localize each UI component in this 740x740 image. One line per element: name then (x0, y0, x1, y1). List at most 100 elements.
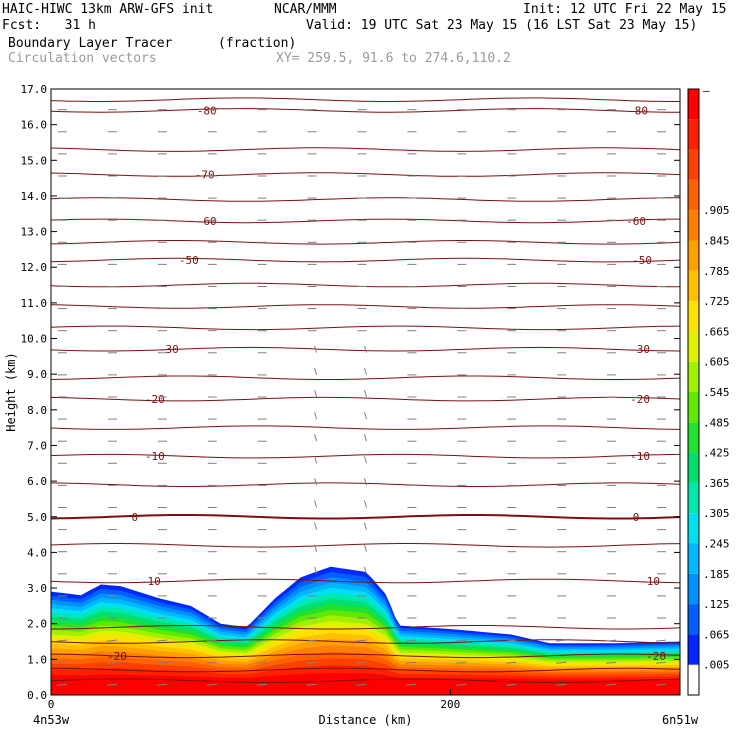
vector-arrow (556, 683, 567, 686)
y-tick-label: 3.0 (27, 582, 47, 595)
colorbar-bin (688, 179, 699, 211)
vector-arrow (306, 639, 317, 642)
isotherm-line (51, 543, 680, 548)
vector-arrow (156, 683, 167, 686)
isotherm-label: -10 (630, 450, 650, 463)
y-tick-label: 15.0 (21, 154, 48, 167)
colorbar-bin (688, 301, 699, 332)
colorbar-label: .785 (703, 265, 730, 278)
colorbar-bin (688, 664, 699, 695)
vector-arrow (655, 661, 667, 664)
y-tick-label: 8.0 (27, 404, 47, 417)
y-tick-label: 16.0 (21, 119, 48, 132)
vector-arrow (606, 639, 617, 642)
vector-arrow (456, 639, 467, 642)
vector-arrow (364, 434, 367, 442)
vector-arrow (314, 367, 318, 376)
vector-arrow (156, 639, 167, 642)
isotherm-label: -80 (197, 104, 217, 117)
vector-arrow (364, 367, 367, 376)
vector-arrow (406, 661, 417, 664)
x-start-label: 4n53w (33, 713, 70, 727)
vector-arrow (655, 683, 667, 686)
colorbar-bin (688, 149, 699, 180)
field-name: Boundary Layer Tracer (8, 36, 173, 51)
forecast-hour: Fcst: 31 h (2, 18, 96, 33)
colorbar-label: .665 (703, 325, 730, 338)
vector-arrow (506, 639, 517, 642)
vector-arrow (456, 683, 467, 686)
colorbar-label: .905 (703, 204, 730, 217)
isotherm-line (51, 425, 680, 430)
vector-arrow (314, 456, 318, 464)
vector-arrow (306, 683, 317, 686)
vector-arrow (356, 639, 367, 642)
isotherm-line (51, 653, 680, 659)
colorbar-label: .005 (703, 659, 730, 672)
vector-arrow (606, 683, 617, 686)
colorbar-bin (688, 634, 699, 665)
isotherm-label: 0 (633, 511, 640, 524)
y-tick-label: 10.0 (21, 333, 48, 346)
vector-arrow (456, 661, 467, 664)
vector-arrow (606, 661, 617, 664)
y-tick-label: 6.0 (27, 475, 47, 488)
isotherm-line (51, 396, 680, 402)
isotherm-label: -30 (630, 343, 650, 356)
vector-arrow (364, 500, 367, 508)
colorbar-bin (688, 513, 699, 544)
vector-arrow (364, 522, 367, 530)
colorbar-top-label: – (703, 84, 710, 97)
vector-arrow (406, 683, 417, 686)
vector-arrow (256, 683, 267, 686)
y-tick-label: 17.0 (21, 83, 48, 96)
colorbar-frame (687, 88, 700, 696)
vector-arrow (256, 661, 267, 664)
isotherm-line (51, 325, 680, 331)
isotherm-line (51, 240, 680, 245)
isotherm-line (51, 639, 680, 644)
vector-arrow (306, 661, 317, 664)
vector-arrow (356, 661, 367, 664)
vector-arrow (106, 683, 117, 686)
isotherm-label: -20 (145, 393, 165, 406)
vector-arrow (314, 434, 318, 442)
colorbar-bin (688, 119, 699, 150)
org-label: NCAR/MMM (274, 2, 337, 17)
vector-arrow (314, 345, 318, 353)
vector-arrow (506, 661, 517, 664)
vector-arrow (256, 639, 267, 642)
colorbar-label: .365 (703, 477, 730, 490)
vector-arrow (106, 661, 117, 664)
vector-arrow (206, 639, 217, 642)
colorbar-label: .305 (703, 507, 730, 520)
x-axis-label: Distance (km) (319, 713, 413, 727)
vector-arrow (56, 661, 68, 664)
colorbar-bin (688, 240, 699, 271)
valid-time: Valid: 19 UTC Sat 23 May 15 (16 LST Sat … (306, 18, 698, 33)
x-tick-label: 0 (48, 698, 55, 711)
isotherm-line (51, 257, 680, 263)
colorbar-bin (688, 361, 699, 392)
isotherm-line (51, 453, 680, 459)
y-tick-label: 2.0 (27, 618, 47, 631)
isotherm-label: -60 (197, 215, 217, 228)
field-units: (fraction) (218, 36, 297, 51)
vector-arrow (314, 522, 318, 530)
colorbar-label: .125 (703, 598, 730, 611)
y-tick-label: 9.0 (27, 368, 47, 381)
vector-arrow (314, 566, 318, 574)
colorbar-bin (688, 543, 699, 574)
vector-arrow (364, 478, 367, 486)
model-title: HAIC-HIWC 13km ARW-GFS init (2, 2, 214, 17)
colorbar-bin (688, 89, 699, 120)
isotherm-label: -20 (646, 650, 666, 663)
isotherm-label: -10 (141, 575, 161, 588)
x-end-label: 6n51w (662, 713, 699, 727)
vector-arrow (406, 639, 417, 642)
isotherm-line (51, 625, 680, 630)
colorbar-label: .845 (703, 235, 730, 248)
vector-arrow (655, 639, 667, 642)
y-tick-label: 1.0 (27, 653, 47, 666)
vector-arrow (364, 389, 367, 398)
